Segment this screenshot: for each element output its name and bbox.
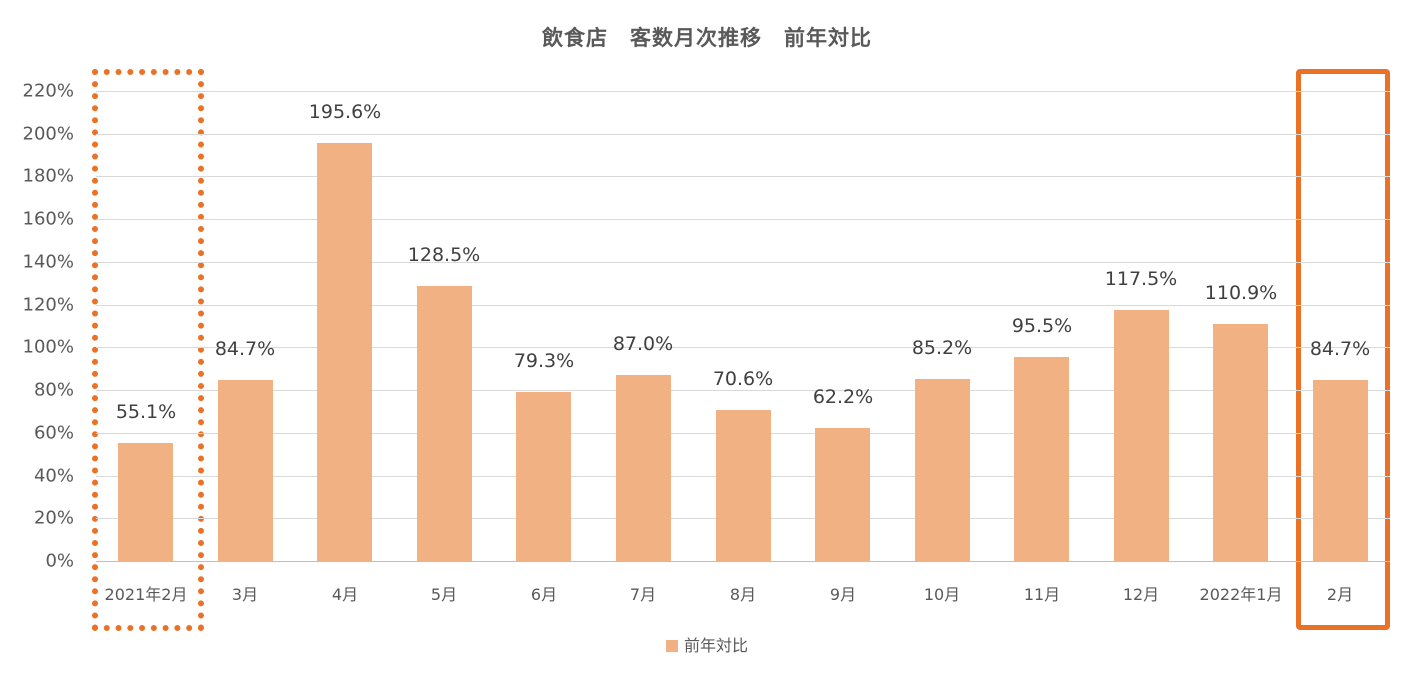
bar xyxy=(317,143,372,561)
gridline xyxy=(96,176,1390,177)
x-tick-label: 7月 xyxy=(629,585,657,604)
x-tick-label: 3月 xyxy=(231,585,259,604)
data-label: 87.0% xyxy=(612,333,674,355)
data-label: 85.2% xyxy=(911,337,973,359)
data-label: 128.5% xyxy=(407,244,481,266)
y-tick-label: 200% xyxy=(22,123,74,145)
x-tick-label: 2月 xyxy=(1326,585,1354,604)
x-tick-label: 11月 xyxy=(1023,585,1061,604)
gridline xyxy=(96,219,1390,220)
x-tick-label: 5月 xyxy=(430,585,458,604)
y-tick-label: 120% xyxy=(22,294,74,316)
gridline xyxy=(96,262,1390,263)
highlight-box-2022-feb xyxy=(1296,69,1390,630)
y-tick-label: 40% xyxy=(33,465,74,487)
data-label: 195.6% xyxy=(308,101,382,123)
data-label: 62.2% xyxy=(812,386,874,408)
gridline xyxy=(96,347,1390,348)
x-tick-label: 4月 xyxy=(331,585,359,604)
bar xyxy=(815,428,870,561)
data-label: 84.7% xyxy=(1309,338,1371,360)
bar xyxy=(516,392,571,561)
bar xyxy=(1213,324,1268,561)
x-tick-label: 10月 xyxy=(923,585,961,604)
y-tick-label: 100% xyxy=(22,336,74,358)
gridline xyxy=(96,561,1390,562)
data-label: 95.5% xyxy=(1011,315,1073,337)
bar xyxy=(716,410,771,561)
bar xyxy=(1014,357,1069,561)
x-tick-label: 2021年2月 xyxy=(104,585,188,604)
chart-title: 飲食店 客数月次推移 前年対比 xyxy=(542,26,872,50)
y-tick-label: 60% xyxy=(33,422,74,444)
highlight-box-2021-feb xyxy=(92,69,204,631)
legend: 前年対比 xyxy=(0,632,1414,656)
x-tick-label: 8月 xyxy=(729,585,757,604)
bar xyxy=(417,286,472,561)
bar xyxy=(616,375,671,561)
x-tick-label: 6月 xyxy=(530,585,558,604)
bar xyxy=(1313,380,1368,561)
data-label: 79.3% xyxy=(513,350,575,372)
y-tick-label: 0% xyxy=(45,550,74,572)
y-tick-label: 180% xyxy=(22,165,74,187)
bar xyxy=(218,380,273,561)
gridline xyxy=(96,390,1390,391)
x-tick-label: 2022年1月 xyxy=(1199,585,1283,604)
bar xyxy=(915,379,970,561)
bar xyxy=(1114,310,1169,561)
y-tick-label: 140% xyxy=(22,251,74,273)
legend-label: 前年対比 xyxy=(683,636,748,655)
y-tick-label: 220% xyxy=(22,80,74,102)
y-tick-label: 20% xyxy=(33,507,74,529)
gridline xyxy=(96,134,1390,135)
y-tick-label: 160% xyxy=(22,208,74,230)
data-label: 110.9% xyxy=(1204,282,1278,304)
data-label: 55.1% xyxy=(115,401,177,423)
x-tick-label: 9月 xyxy=(829,585,857,604)
bar xyxy=(118,443,173,561)
x-tick-label: 12月 xyxy=(1122,585,1160,604)
data-label: 70.6% xyxy=(712,368,774,390)
gridline xyxy=(96,91,1390,92)
data-label: 117.5% xyxy=(1104,268,1178,290)
gridline xyxy=(96,305,1390,306)
data-label: 84.7% xyxy=(214,338,276,360)
legend-swatch-icon xyxy=(665,640,678,652)
y-tick-label: 80% xyxy=(33,379,74,401)
